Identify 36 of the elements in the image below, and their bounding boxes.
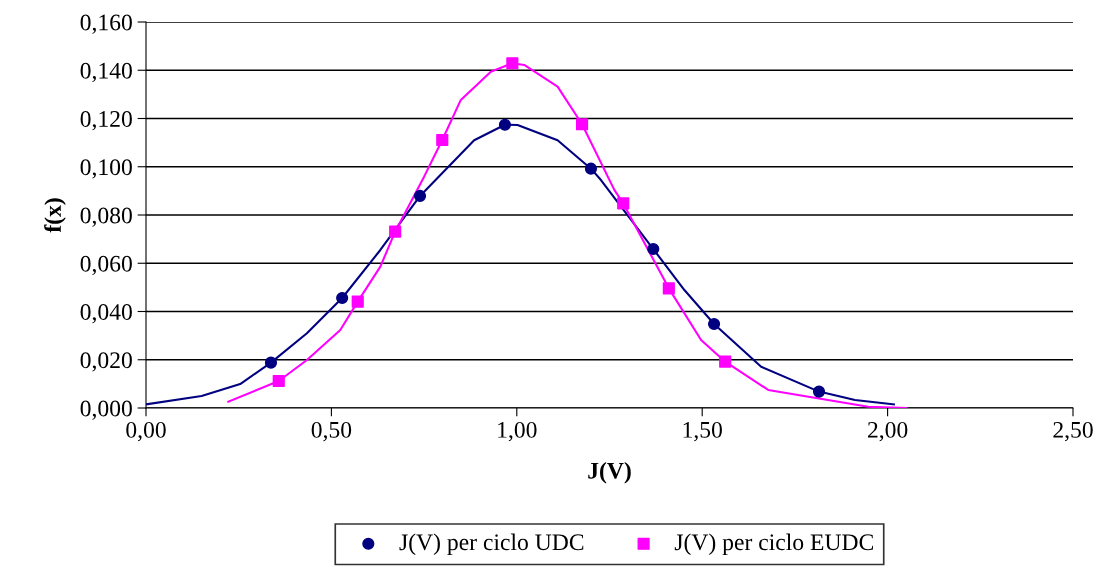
point (707, 317, 721, 331)
y-tick-label: 0,140 (80, 62, 132, 83)
x-tick-label: 1,50 (683, 421, 722, 442)
y-tick-label: 0,120 (80, 110, 132, 131)
point (506, 57, 519, 70)
point (812, 385, 826, 398)
point (351, 295, 364, 308)
point (575, 118, 589, 131)
point (264, 356, 278, 369)
point (389, 225, 402, 238)
point (436, 133, 449, 147)
x-axis-title: J(V) (588, 462, 631, 484)
x-tick-label: 2,50 (1053, 421, 1093, 442)
y-tick-label: 0,080 (80, 207, 132, 227)
x-tick-label: 1,00 (498, 421, 537, 442)
y-tick-label: 0,100 (80, 159, 132, 179)
point (272, 374, 285, 388)
legend-label: J(V) per ciclo EUDC (674, 533, 873, 556)
point (647, 242, 660, 256)
point (584, 162, 598, 175)
point (336, 291, 349, 305)
point (413, 189, 427, 203)
y-tick-label: 0,020 (80, 352, 132, 372)
x-tick-label: 0,50 (311, 421, 352, 442)
point (498, 118, 512, 131)
y-tick-label: 0,040 (80, 303, 132, 324)
y-axis-title: f(x) (44, 198, 66, 233)
point (662, 282, 675, 295)
y-tick-label: 0,160 (80, 14, 132, 34)
y-tick-label: 0,060 (80, 255, 132, 276)
x-tick-label: 0,00 (126, 421, 166, 442)
legend-label: J(V) per ciclo UDC (399, 533, 584, 556)
point (719, 355, 732, 368)
y-tick-label: 0,000 (80, 400, 132, 420)
point (617, 197, 630, 210)
x-tick-label: 2,00 (867, 421, 908, 442)
